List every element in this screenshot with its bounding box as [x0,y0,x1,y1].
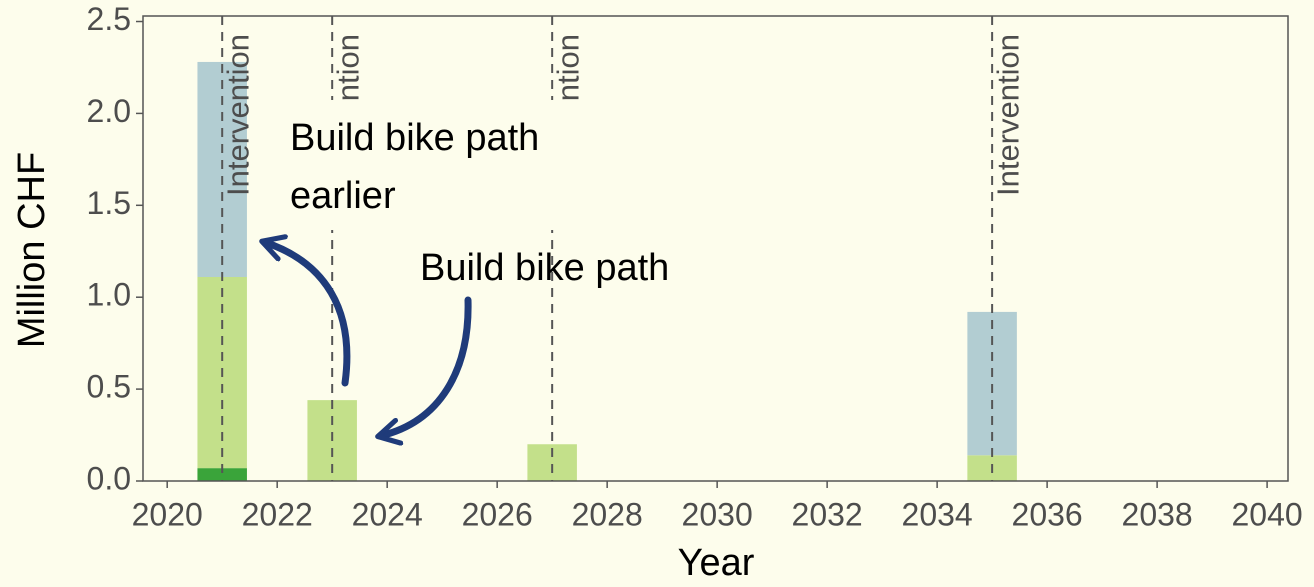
x-tick-label: 2032 [792,496,863,532]
y-tick-label: 0.0 [87,460,131,496]
intervention-label: Intervention [990,34,1025,196]
x-tick-label: 2038 [1122,496,1193,532]
x-tick-label: 2028 [572,496,643,532]
x-tick-label: 2034 [902,496,973,532]
y-tick-label: 0.5 [87,369,131,405]
x-axis-title: Year [678,542,755,584]
x-tick-label: 2026 [462,496,533,532]
x-tick-label: 2020 [132,496,203,532]
x-tick-label: 2022 [242,496,313,532]
arrow [380,296,472,436]
x-tick-label: 2024 [352,496,423,532]
y-tick-label: 1.5 [87,185,131,221]
y-tick-label: 2.5 [87,1,131,37]
x-tick-label: 2030 [682,496,753,532]
panel-border [142,15,1289,482]
annotation: Build bike path [420,247,669,289]
intervention-label: Intervention [220,34,255,196]
bar [967,311,1017,456]
annotation: Build bike path [290,117,539,159]
arrow [264,242,351,387]
x-tick-label: 2040 [1232,496,1303,532]
annotation: earlier [290,175,396,217]
y-tick-label: 2.0 [87,93,131,129]
bar [197,468,247,481]
y-axis-title: Million CHF [11,152,53,348]
x-tick-label: 2036 [1012,496,1083,532]
annotation-background [280,100,615,230]
y-tick-label: 1.0 [87,277,131,313]
